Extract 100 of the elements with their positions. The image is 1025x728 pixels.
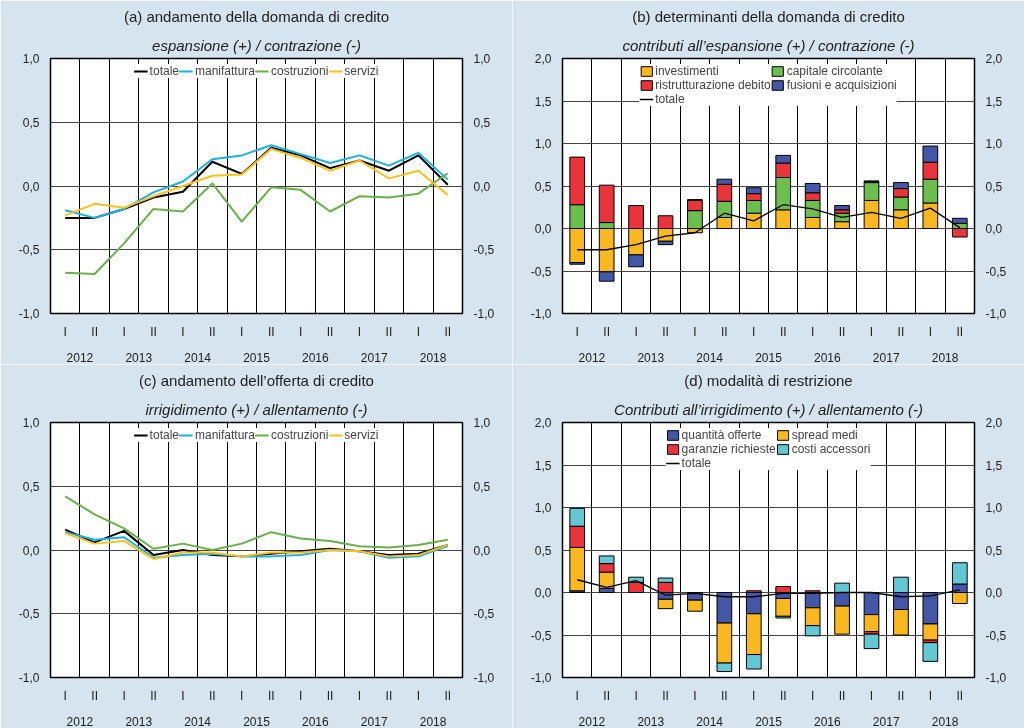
x-tick-label: II [779,324,787,339]
legend-label: quantità offerte [681,428,762,442]
legend-label: manifattura [194,64,256,78]
y-tick-label: -1,0 [530,307,552,321]
y2-tick-label: 0,0 [473,179,491,194]
chart-title: (b) determinanti della domanda di credito [632,7,905,25]
text: 2017 [872,714,900,728]
x-tick-label: I [869,688,874,703]
y2-tick-label: -0,5 [473,243,495,258]
text: 2013 [637,714,665,728]
text: 2015 [755,350,783,365]
x-tick-label: II [267,688,275,703]
y-tick-label: 1,5 [534,458,552,473]
y2-tick-label: 1,5 [985,94,1003,109]
text: 2017 [360,350,388,365]
y-tick-label: 0,5 [22,479,40,494]
y-tick-label: 1,0 [22,52,40,66]
text: 2014 [696,350,724,365]
x-tick-label: I [693,688,697,703]
chart-subtitle: irrigidimento (+) / allentamento (-) [145,400,368,418]
x-tick-label: II [779,688,787,703]
x-tick-label: II [91,688,98,703]
x-tick-label: I [63,324,67,339]
x-tick-label: I [240,688,244,703]
text: 2013 [125,350,153,365]
y-tick-label: 0,0 [22,543,40,558]
y-tick-label: 1,0 [22,416,40,430]
y-tick-label: 0,5 [534,179,552,194]
text: 2014 [184,714,212,728]
chart-subtitle: contributi all’espansione (+) / contrazione (-) [622,36,915,54]
y2-tick-label: -1,0 [473,307,495,321]
chart-subtitle: Contributi all’irrigidimento (+) / allentamento (-) [614,400,923,418]
y-tick-label: 1,0 [534,137,552,151]
x-tick-label: II [897,324,905,339]
x-tick-label: I [869,324,874,339]
legend-label: totale [149,428,179,442]
y2-tick-label: 1,5 [985,458,1003,473]
x-tick-label: II [838,688,846,703]
x-tick-label: I [181,688,185,703]
x-tick-label: II [267,324,275,339]
x-tick-label: II [444,324,452,339]
y-tick-label: -0,5 [18,243,40,258]
legend-label: fusioni e acquisizioni [786,78,897,92]
y2-tick-label: 0,5 [985,543,1003,558]
y-tick-label: 1,5 [534,94,552,109]
y-tick-label: -0,5 [530,628,552,643]
text: 2014 [184,350,212,365]
y-tick-label: -0,5 [530,264,552,279]
text: 2016 [814,350,842,365]
x-tick-label: II [209,688,216,703]
x-tick-label: I [298,324,303,339]
legend-label: totale [655,92,685,106]
x-tick-label: I [634,324,638,339]
chart-title: (a) andamento della domanda di credito [123,7,390,25]
y2-tick-label: 1,0 [473,416,491,430]
chart-title: (d) modalità di restrizione [684,371,853,389]
y2-tick-label: -1,0 [473,671,495,685]
text: 2012 [578,714,606,728]
y-tick-label: 0,0 [534,222,552,236]
x-tick-label: I [181,324,185,339]
x-tick-label: I [693,324,697,339]
legend-label: manifattura [194,428,256,442]
legend-label: totale [681,456,711,470]
x-tick-label: II [603,324,610,339]
x-tick-label: II [150,688,157,703]
text: 2014 [696,714,724,728]
y2-tick-label: -1,0 [985,671,1007,685]
y2-tick-label: 0,5 [985,179,1003,194]
x-tick-label: II [91,324,98,339]
y2-tick-label: 1,0 [985,137,1003,151]
text: 2015 [243,714,271,728]
y-tick-label: -1,0 [18,671,40,685]
x-tick-label: I [752,324,756,339]
x-tick-label: I [928,324,933,339]
text: 2018 [419,350,447,365]
x-tick-label: I [240,324,244,339]
x-tick-label: II [326,324,334,339]
x-tick-label: II [897,688,905,703]
x-tick-label: II [838,324,846,339]
legend-label: spread medi [791,428,858,442]
y-tick-label: -1,0 [18,307,40,321]
legend-label: servizi [344,64,379,78]
legend-label: ristrutturazione debito [655,78,771,92]
y-tick-label: 2,0 [534,416,552,430]
chart-title: (c) andamento dell’offerta di credito [139,371,374,389]
x-tick-label: I [810,688,815,703]
y-tick-label: -0,5 [18,607,40,622]
x-tick-label: II [603,688,610,703]
y2-tick-label: 0,5 [473,115,491,130]
x-tick-label: I [575,688,579,703]
x-tick-label: I [357,688,362,703]
legend-label: costi accessori [791,442,871,456]
y2-tick-label: 1,0 [985,501,1003,515]
x-tick-label: I [416,688,421,703]
x-tick-label: II [721,688,728,703]
x-tick-label: II [150,324,157,339]
x-tick-label: II [956,324,964,339]
text: 2012 [66,350,94,365]
text: 2018 [931,350,959,365]
y-tick-label: 1,0 [534,501,552,515]
